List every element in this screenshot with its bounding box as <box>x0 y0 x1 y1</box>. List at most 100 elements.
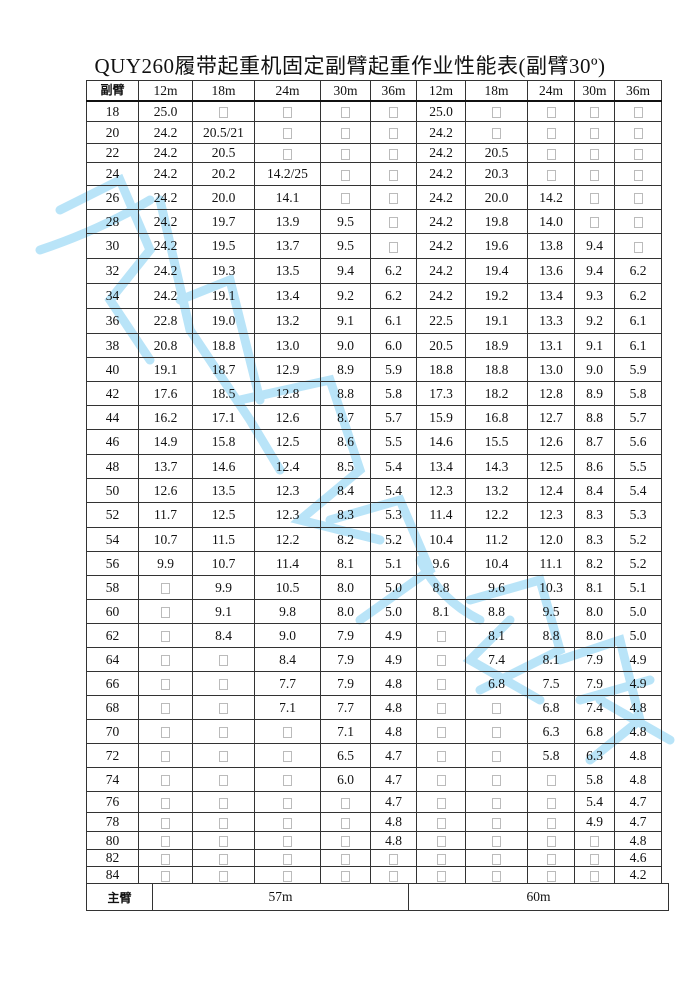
table-row: 80 4.8 4.8 <box>86 831 662 850</box>
load-value-cell: 12.5 <box>527 454 575 479</box>
load-value-cell: 4.7 <box>614 791 662 813</box>
load-value-cell: 5.8 <box>614 381 662 406</box>
empty-box-icon <box>590 870 599 882</box>
empty-cell <box>320 185 371 210</box>
empty-cell <box>320 162 371 186</box>
load-value-cell: 15.8 <box>192 429 255 455</box>
load-value-cell: 9.1 <box>192 599 255 624</box>
main-boom-label: 主臂 <box>86 883 153 911</box>
row-radius: 66 <box>86 671 139 696</box>
load-value-cell: 5.2 <box>614 551 662 576</box>
empty-cell <box>138 719 193 744</box>
load-value-cell: 4.8 <box>370 695 417 720</box>
empty-box-icon <box>436 679 446 691</box>
load-value-cell: 24.2 <box>416 143 466 163</box>
empty-box-icon <box>219 853 228 865</box>
load-value-cell: 6.0 <box>370 333 417 358</box>
load-value-cell: 9.5 <box>320 209 371 234</box>
empty-box-icon <box>219 679 228 691</box>
row-radius: 28 <box>86 209 139 234</box>
empty-box-icon <box>436 836 446 848</box>
load-value-cell: 25.0 <box>416 100 466 122</box>
table-row: 58 9.9 10.5 8.0 5.0 8.8 9.6 10.3 8.1 5.1 <box>86 575 662 600</box>
table-row: 60 9.1 9.8 8.0 5.0 8.1 8.8 9.5 8.0 5.0 <box>86 599 662 624</box>
empty-cell <box>138 647 193 672</box>
load-value-cell: 12.3 <box>416 478 466 503</box>
load-value-cell: 18.7 <box>192 357 255 382</box>
empty-box-icon <box>283 148 292 160</box>
load-value-cell: 18.9 <box>465 333 528 358</box>
empty-box-icon <box>341 128 350 140</box>
load-value-cell: 6.2 <box>370 283 417 309</box>
empty-cell <box>320 143 371 163</box>
empty-box-icon <box>219 727 228 739</box>
load-value-cell: 12.8 <box>527 381 575 406</box>
empty-cell <box>370 209 417 234</box>
empty-box-icon <box>546 870 556 882</box>
load-value-cell: 12.2 <box>465 502 528 528</box>
empty-box-icon <box>283 128 292 140</box>
load-value-cell: 4.7 <box>370 767 417 792</box>
load-value-cell: 19.4 <box>465 258 528 284</box>
empty-box-icon <box>341 797 350 809</box>
empty-cell <box>527 831 575 850</box>
empty-box-icon <box>389 148 398 160</box>
empty-cell <box>320 866 371 884</box>
empty-box-icon <box>633 106 643 118</box>
table-row: 76 4.7 5.4 4.7 <box>86 791 662 813</box>
load-value-cell: 14.0 <box>527 209 575 234</box>
table-row: 28 24.2 19.7 13.9 9.5 24.2 19.8 14.0 <box>86 209 662 234</box>
empty-box-icon <box>492 727 501 739</box>
load-value-cell: 13.8 <box>527 233 575 259</box>
empty-cell <box>138 767 193 792</box>
empty-cell <box>138 599 193 624</box>
empty-box-icon <box>389 193 398 205</box>
empty-cell <box>138 695 193 720</box>
empty-cell <box>138 791 193 813</box>
empty-cell <box>254 100 321 122</box>
empty-cell <box>416 671 466 696</box>
table-row: 78 4.8 4.9 4.7 <box>86 812 662 832</box>
load-value-cell: 8.1 <box>527 647 575 672</box>
row-radius: 60 <box>86 599 139 624</box>
load-value-cell: 4.8 <box>370 671 417 696</box>
empty-cell <box>370 866 417 884</box>
load-value-cell: 7.7 <box>320 695 371 720</box>
load-value-cell: 24.2 <box>138 143 193 163</box>
empty-box-icon <box>436 751 446 763</box>
load-value-cell: 5.0 <box>370 599 417 624</box>
table-row: 70 7.1 4.8 6.3 6.8 4.8 <box>86 719 662 744</box>
table-row: 22 24.2 20.5 24.2 20.5 <box>86 143 662 163</box>
load-value-cell: 24.2 <box>416 121 466 144</box>
load-value-cell: 5.5 <box>370 429 417 455</box>
load-value-cell: 7.9 <box>320 623 371 648</box>
empty-cell <box>192 812 255 832</box>
empty-cell <box>527 100 575 122</box>
load-value-cell: 19.5 <box>192 233 255 259</box>
empty-cell <box>574 209 615 234</box>
table-row: 68 7.1 7.7 4.8 6.8 7.4 4.8 <box>86 695 662 720</box>
row-radius: 76 <box>86 791 139 813</box>
load-value-cell: 8.1 <box>320 551 371 576</box>
empty-cell <box>370 233 417 259</box>
empty-cell <box>254 767 321 792</box>
empty-cell <box>254 743 321 768</box>
load-value-cell: 5.1 <box>614 575 662 600</box>
empty-cell <box>527 866 575 884</box>
load-value-cell: 5.6 <box>614 429 662 455</box>
load-value-cell: 8.2 <box>320 527 371 552</box>
empty-cell <box>192 743 255 768</box>
row-radius: 74 <box>86 767 139 792</box>
load-value-cell: 12.5 <box>192 502 255 528</box>
empty-box-icon <box>492 870 501 882</box>
empty-box-icon <box>161 631 170 643</box>
load-value-cell: 12.3 <box>527 502 575 528</box>
load-value-cell: 8.6 <box>320 429 371 455</box>
load-value-cell: 18.8 <box>465 357 528 382</box>
load-value-cell: 9.4 <box>574 258 615 284</box>
empty-cell <box>320 831 371 850</box>
column-header-18m: 18m <box>465 80 528 102</box>
load-value-cell: 5.7 <box>614 405 662 430</box>
empty-cell <box>465 812 528 832</box>
empty-box-icon <box>283 853 292 865</box>
